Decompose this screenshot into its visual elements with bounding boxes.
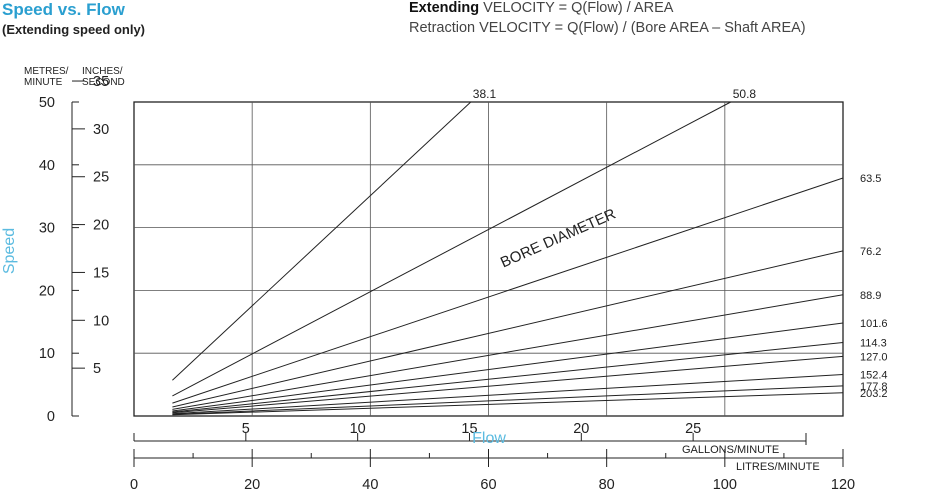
y-tick-label-inches: 30 [93,122,109,138]
y-tick-label-inches: 35 [93,74,109,90]
formula-extending-keyword: Extending [409,0,480,16]
y-tick-label-metres: 20 [39,283,55,299]
y-axis-metres-label-line2: MINUTE [24,77,63,88]
series-line [172,322,844,412]
y-axis-inches-label-line1: INCHES/ [82,66,123,77]
x-axis-gallons-label: GALLONS/MINUTE [682,444,779,456]
series-label: 101.6 [860,318,888,330]
series-label: 76.2 [860,246,881,258]
series-label: 203.2 [860,388,888,400]
series-line [172,385,844,415]
x-tick-label-litres: 60 [480,477,496,493]
y-tick-label-metres: 0 [47,409,55,425]
series-line [172,250,844,408]
series-lines [172,101,844,416]
x-tick-label-litres: 80 [599,477,615,493]
series-line [172,355,844,414]
x-tick-label-litres: 20 [244,477,260,493]
series-line [172,392,844,416]
y-tick-label-inches: 25 [93,170,109,186]
series-line [172,342,844,413]
y-axis-inches-label-line2: SECOND [82,77,125,88]
y-tick-label-inches: 10 [93,313,109,329]
series-label: 177.8 [860,381,888,393]
axes: 010203040505101520253035METRES/MINUTEINC… [1,66,855,493]
y-tick-label-inches: 20 [93,218,109,234]
chart-subtitle: (Extending speed only) [2,22,146,37]
y-tick-label-metres: 50 [39,95,55,111]
x-tick-label-gallons: 25 [685,421,701,437]
x-tick-label-litres: 120 [831,477,855,493]
y-tick-label-metres: 40 [39,158,55,174]
x-tick-label-gallons: 15 [461,421,477,437]
series-line [172,101,731,397]
x-tick-label-litres: 100 [713,477,737,493]
y-tick-label-inches: 15 [93,265,109,281]
series-line [172,177,844,404]
y-axis-title: Speed [1,228,18,274]
x-axis-litres-label: LITRES/MINUTE [736,461,820,473]
y-tick-label-metres: 30 [39,221,55,237]
y-axis-metres-label-line1: METRES/ [24,66,69,77]
x-axis-title: Flow [472,430,506,447]
series-label: 63.5 [860,173,881,185]
chart-title: Speed vs. Flow [2,0,125,19]
formula-extending: Extending VELOCITY = Q(Flow) / AREA [409,0,673,16]
series-line [172,374,844,415]
series-label: 38.1 [473,87,497,101]
series-label: 114.3 [860,338,887,350]
series-line [172,294,844,410]
formula-extending-expression: VELOCITY = Q(Flow) / AREA [479,0,674,16]
y-tick-label-inches: 5 [93,361,101,377]
x-tick-label-gallons: 5 [242,421,250,437]
x-tick-label-litres: 40 [362,477,378,493]
x-tick-label-gallons: 20 [573,421,589,437]
formula-retraction: Retraction VELOCITY = Q(Flow) / (Bore AR… [409,20,806,36]
x-tick-label-gallons: 10 [350,421,366,437]
y-tick-label-metres: 10 [39,346,55,362]
x-tick-label-litres: 0 [130,477,138,493]
grid [133,101,844,417]
series-label: 88.9 [860,290,881,302]
series-line [172,101,472,381]
series-label: 152.4 [860,370,888,382]
series-label: 127.0 [860,351,888,363]
series-label: 50.8 [733,87,757,101]
